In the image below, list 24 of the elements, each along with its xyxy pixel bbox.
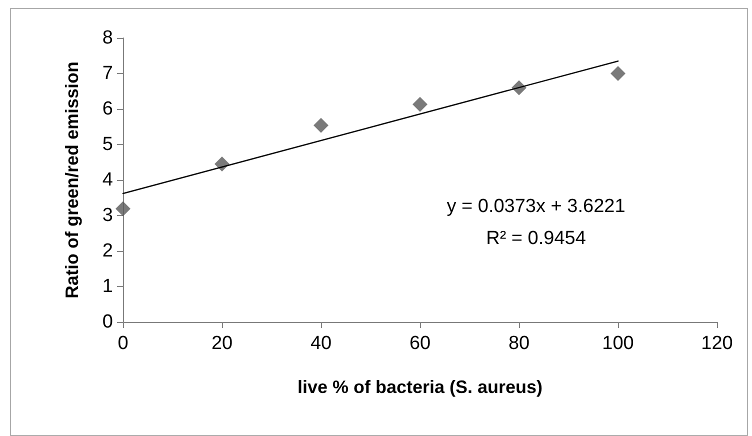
x-tick-label: 0 <box>118 333 128 354</box>
x-tick-label: 100 <box>602 333 634 354</box>
y-tick-label: 6 <box>102 98 113 120</box>
y-tick-label: 1 <box>102 276 113 297</box>
point <box>610 66 626 81</box>
x-tick-label: 20 <box>211 333 233 354</box>
y-tick-label: 0 <box>102 312 113 332</box>
x-tick-label: 80 <box>508 333 530 354</box>
annotation: R² = 0.9454 <box>486 228 586 249</box>
point <box>412 96 428 112</box>
x-tick-label: 40 <box>310 333 332 354</box>
y-tick-label: 4 <box>102 170 114 190</box>
x-axis-title: live % of bacteria (S. aureus) <box>297 377 543 397</box>
point <box>314 118 328 133</box>
point <box>116 201 130 216</box>
y-tick-label: 3 <box>102 205 113 226</box>
annotation: y = 0.0373x + 3.6221 <box>446 196 626 217</box>
y-tick-label: 8 <box>102 28 113 48</box>
y-axis-title: Ratio of green/red emission <box>62 61 82 299</box>
x-tick-label: 120 <box>701 333 733 354</box>
y-tick-label: 5 <box>102 134 113 155</box>
x-tick-label: 60 <box>409 333 431 354</box>
y-tick-label: 2 <box>102 240 113 262</box>
y-tick-label: 7 <box>102 63 113 84</box>
